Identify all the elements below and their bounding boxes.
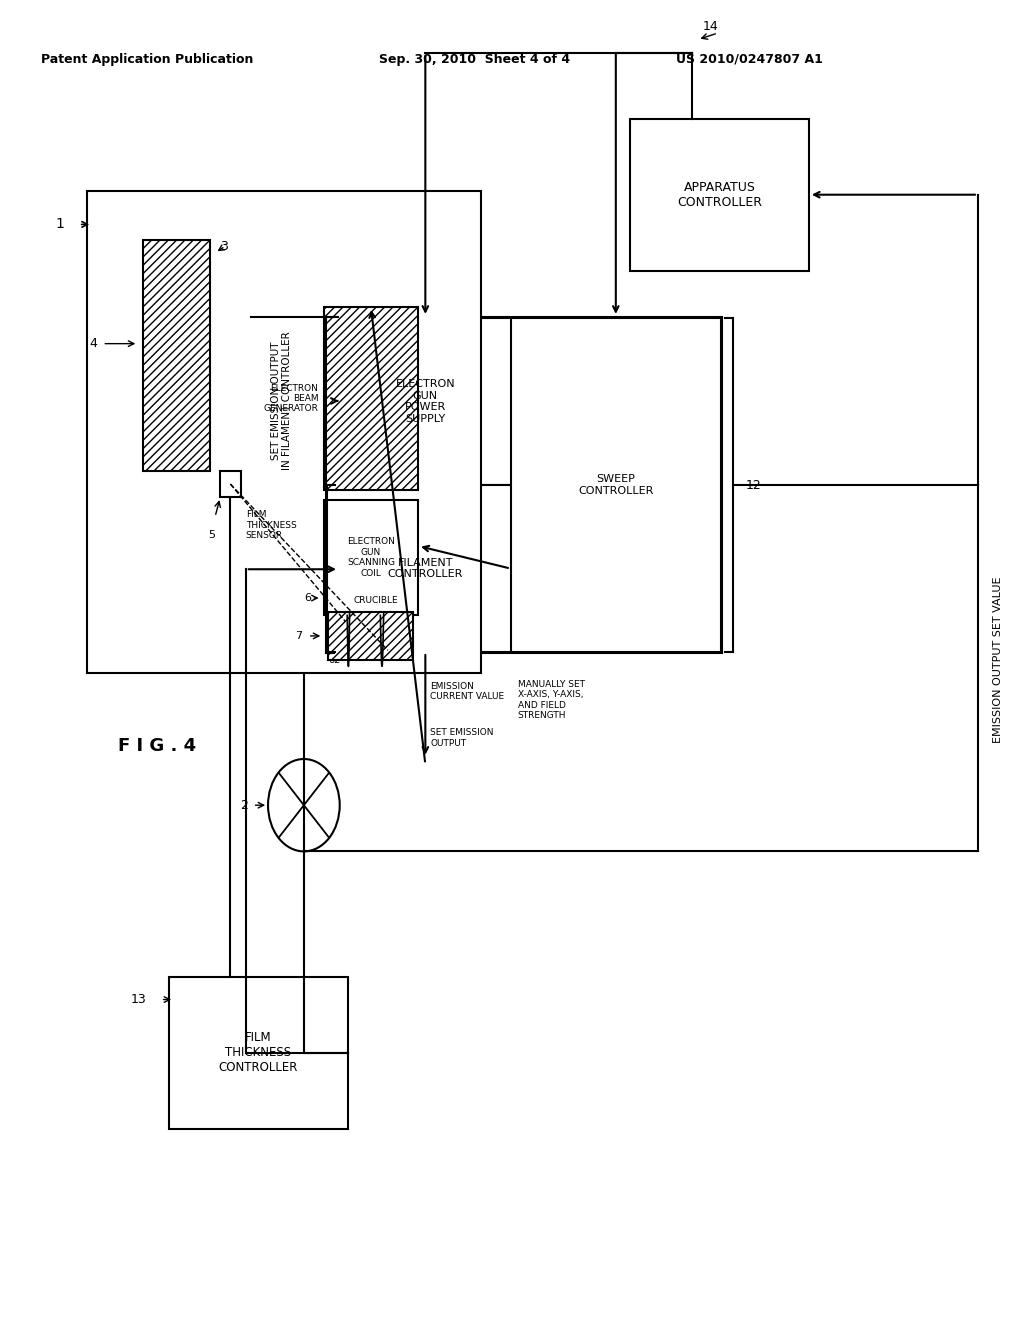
Text: 12: 12 (745, 479, 761, 491)
Bar (511, 318, 721, 652)
Text: 63: 63 (329, 622, 341, 632)
Bar (630, 119, 809, 271)
Bar (324, 500, 418, 615)
Text: CRUCIBLE: CRUCIBLE (354, 597, 398, 605)
Text: APPARATUS
CONTROLLER: APPARATUS CONTROLLER (677, 181, 762, 209)
Text: FILM
THICKNESS
CONTROLLER: FILM THICKNESS CONTROLLER (219, 1031, 298, 1074)
Text: ELECTRON
BEAM
GENERATOR: ELECTRON BEAM GENERATOR (263, 384, 318, 413)
Text: 14: 14 (702, 20, 719, 33)
Bar (338, 317, 722, 653)
Text: FILAMENT
CONTROLLER: FILAMENT CONTROLLER (388, 558, 463, 579)
Text: 61: 61 (329, 639, 341, 649)
Text: 2: 2 (240, 799, 248, 812)
Text: 4: 4 (89, 337, 97, 350)
Bar (143, 240, 210, 471)
Text: 3: 3 (220, 240, 228, 252)
Text: 13: 13 (131, 993, 146, 1006)
Text: EMISSION
CURRENT VALUE: EMISSION CURRENT VALUE (430, 682, 505, 701)
Bar (339, 484, 512, 652)
Text: 11: 11 (299, 562, 314, 576)
Bar (324, 308, 418, 490)
Text: 6: 6 (304, 593, 311, 603)
Text: Patent Application Publication: Patent Application Publication (41, 53, 253, 66)
Text: FILM
THICKNESS
SENSOR: FILM THICKNESS SENSOR (246, 511, 297, 540)
Bar (329, 612, 414, 660)
Text: 1: 1 (55, 218, 65, 231)
Bar (87, 191, 481, 673)
Text: US 2010/0247807 A1: US 2010/0247807 A1 (676, 53, 822, 66)
Text: F I G . 4: F I G . 4 (118, 737, 196, 755)
Text: EMISSION OUTPUT SET VALUE: EMISSION OUTPUT SET VALUE (993, 577, 1004, 743)
Text: SWEEP
CONTROLLER: SWEEP CONTROLLER (579, 474, 653, 496)
Text: SET EMISSION
OUTPUT: SET EMISSION OUTPUT (430, 729, 494, 747)
Text: 5: 5 (208, 531, 215, 540)
Text: SET EMISSION OUTPUT
IN FILAMENT CONTROLLER: SET EMISSION OUTPUT IN FILAMENT CONTROLL… (270, 331, 293, 470)
Text: Sep. 30, 2010  Sheet 4 of 4: Sep. 30, 2010 Sheet 4 of 4 (379, 53, 570, 66)
Bar (220, 471, 241, 498)
Bar (169, 977, 348, 1129)
Text: ELECTRON
GUN
POWER
SUPPLY: ELECTRON GUN POWER SUPPLY (395, 379, 455, 424)
Text: 10: 10 (297, 479, 313, 491)
Bar (339, 318, 512, 484)
Text: ELECTRON
GUN
SCANNING
COIL: ELECTRON GUN SCANNING COIL (347, 537, 395, 578)
Text: 62: 62 (329, 655, 341, 665)
Text: 7: 7 (296, 631, 303, 642)
Text: MANUALLY SET
X-AXIS, Y-AXIS,
AND FIELD
STRENGTH: MANUALLY SET X-AXIS, Y-AXIS, AND FIELD S… (517, 680, 585, 719)
